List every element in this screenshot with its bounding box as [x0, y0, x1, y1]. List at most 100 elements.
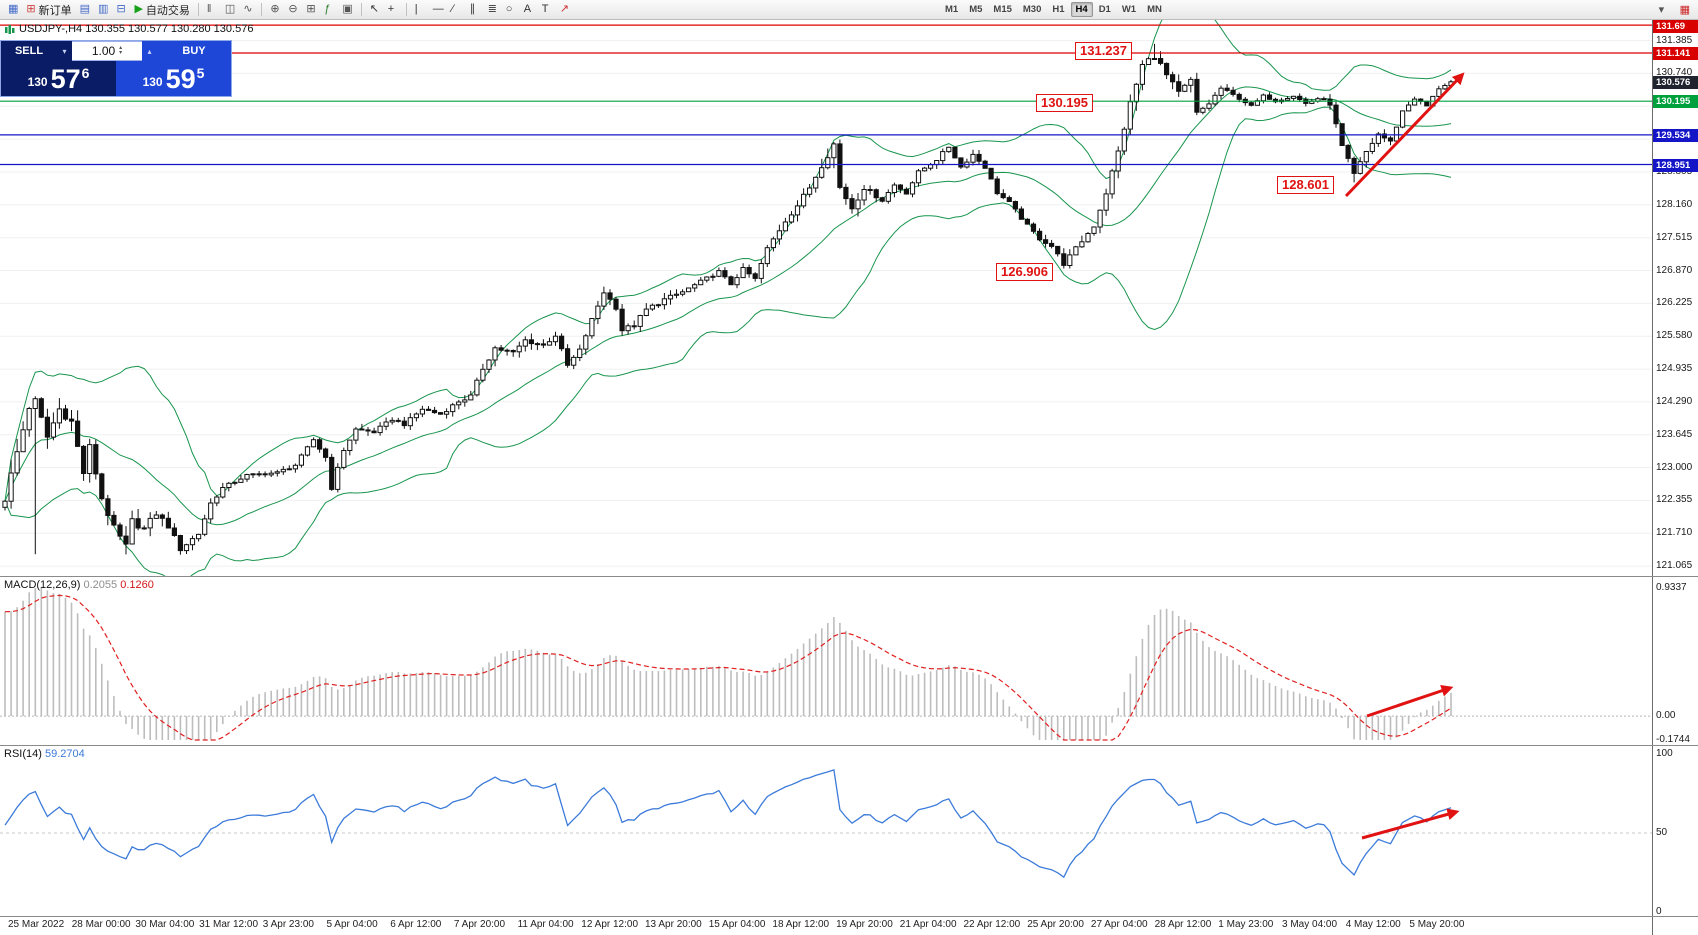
label-button[interactable]: T [538, 2, 556, 18]
chart-symbol-icon [5, 24, 15, 34]
shapes-button[interactable]: ○ [502, 2, 520, 18]
terminal-icon-button[interactable]: ▦ [4, 2, 22, 18]
axis-tick-label: 124.290 [1656, 395, 1693, 407]
price-annotation-label[interactable]: 130.195 [1036, 94, 1093, 112]
timeframe-m30-button[interactable]: M30 [1022, 4, 1042, 15]
axis-tick-label: 123.000 [1656, 461, 1693, 473]
channel-button[interactable]: ∥ [466, 2, 484, 18]
bar-chart-button[interactable]: ‖ [203, 2, 221, 18]
price-annotation-label[interactable]: 128.601 [1277, 176, 1334, 194]
time-axis-label: 11 Apr 04:00 [517, 919, 574, 930]
axis-tick-label: 130.740 [1656, 67, 1693, 79]
timeframe-mn-button[interactable]: MN [1147, 4, 1162, 15]
price-axis[interactable]: 131.385130.740130.095129.450128.805128.1… [1652, 20, 1698, 935]
fibonacci-button[interactable]: ≣ [484, 2, 502, 18]
panel-separator[interactable] [0, 745, 1698, 746]
time-axis-label: 25 Apr 20:00 [1027, 919, 1084, 930]
time-axis-label: 30 Mar 04:00 [135, 919, 195, 930]
axis-tick-label: 125.580 [1656, 330, 1693, 342]
crosshair-icon: + [387, 3, 395, 15]
time-axis-label: 18 Apr 12:00 [772, 919, 830, 930]
navigator-button[interactable]: ⊟ [112, 2, 130, 18]
volume-input[interactable]: 1.00 ▴ ▾ [72, 41, 142, 62]
rsi-panel: RSI(14) 59.2704 [0, 746, 1652, 915]
price-tag: 130.576 [1653, 75, 1698, 89]
macd-name: MACD(12,26,9) [4, 579, 81, 591]
rsi-chart[interactable] [0, 746, 1652, 915]
sell-price[interactable]: 130 57 6 [1, 61, 116, 96]
macd-signal-value: 0.1260 [120, 579, 154, 591]
vertical-line-button[interactable]: | [411, 2, 429, 18]
candlestick-button[interactable]: ◫ [221, 2, 239, 18]
rsi-name: RSI(14) [4, 748, 42, 760]
timeframe-h4-button[interactable]: H4 [1070, 2, 1093, 17]
buy-price-figure: 130 [142, 75, 163, 89]
price-annotation-label[interactable]: 131.237 [1075, 42, 1132, 60]
arrows-button[interactable]: ↗ [556, 2, 574, 18]
new-chart-button[interactable]: ▦ [1676, 2, 1694, 18]
timeframe-w1-button[interactable]: W1 [1121, 4, 1137, 15]
one-click-trading-widget: SELL ▾ 1.00 ▴ ▾ ▴ BUY 130 57 6 130 59 5 [0, 40, 232, 97]
text-icon: A [523, 3, 532, 15]
sell-price-figure: 130 [27, 75, 48, 89]
window-menu-button[interactable]: ▾ [1655, 2, 1673, 18]
axis-tick-label: 0.00 [1656, 710, 1676, 722]
axis-tick-label: -0.1744 [1656, 734, 1690, 745]
new-order-button-label: 新订单 [38, 4, 72, 17]
time-axis[interactable]: 25 Mar 2022 28 Mar 00:00 30 Mar 04:00 31 Ma… [0, 916, 1652, 935]
timeframe-m15-button[interactable]: M15 [993, 4, 1012, 15]
cursor-icon: ↖ [369, 3, 379, 15]
volume-increase-button[interactable]: ▴ [142, 41, 157, 62]
toolbar-separator [405, 3, 407, 16]
macd-chart[interactable] [0, 577, 1652, 745]
text-button[interactable]: A [520, 2, 538, 18]
timeframe-m5-button[interactable]: M5 [969, 4, 983, 15]
buy-price-pips: 59 [165, 64, 196, 94]
charts-window-icon: ▤ [79, 3, 91, 15]
axis-tick-label: 121.065 [1656, 560, 1693, 572]
toolbar-separator [261, 3, 263, 16]
time-axis-label: 22 Apr 12:00 [963, 919, 1021, 930]
price-tag: 131.69 [1653, 20, 1698, 33]
volume-decrease-button[interactable]: ▾ [57, 41, 72, 62]
price-tag: 128.951 [1653, 158, 1698, 172]
axis-tick-label: 124.935 [1656, 363, 1693, 375]
buy-button[interactable]: BUY [157, 41, 231, 62]
time-axis-label: 31 Mar 12:00 [199, 919, 259, 930]
panel-separator[interactable] [0, 576, 1698, 577]
new-order-button[interactable]: ⊞ 新订单 [22, 2, 75, 18]
timeframe-d1-button[interactable]: D1 [1098, 4, 1111, 15]
cursor-button[interactable]: ↖ [366, 2, 384, 18]
shapes-icon: ○ [505, 3, 513, 15]
tile-windows-button[interactable]: ⊞ [302, 2, 320, 18]
timeframe-toolbar: M1 M5 M15 M30 H1 H4 D1 W1 MN [940, 2, 1167, 17]
candlestick-icon: ◫ [224, 3, 236, 15]
time-axis-label: 4 May 12:00 [1345, 919, 1401, 930]
market-watch-button[interactable]: ▥ [94, 2, 112, 18]
indicators-button[interactable]: ƒ [320, 2, 338, 18]
toolbar-right-icons: ▾ ▦ [1655, 2, 1694, 18]
axis-tick-label: 0.9337 [1656, 582, 1687, 593]
volume-stepper-icon[interactable]: ▴ ▾ [119, 45, 123, 57]
autotrading-button[interactable]: ▶ 自动交易 [130, 2, 193, 18]
price-annotation-label[interactable]: 126.906 [996, 263, 1053, 281]
crosshair-button[interactable]: + [384, 2, 402, 18]
trendline-button[interactable]: ∕ [448, 2, 466, 18]
candlestick-chart[interactable] [0, 20, 1652, 576]
sell-price-pips: 57 [50, 64, 81, 94]
time-axis-label: 5 Apr 04:00 [326, 919, 378, 930]
timeframe-m1-button[interactable]: M1 [945, 4, 959, 15]
time-axis-label: 12 Apr 12:00 [581, 919, 639, 930]
timeframe-h1-button[interactable]: H1 [1052, 4, 1065, 15]
line-chart-button[interactable]: ∿ [239, 2, 257, 18]
time-axis-label: 6 Apr 12:00 [390, 919, 442, 930]
time-axis-label: 5 May 20:00 [1409, 919, 1465, 930]
charts-window-button[interactable]: ▤ [76, 2, 94, 18]
zoom-out-button[interactable]: ⊖ [284, 2, 302, 18]
zoom-in-button[interactable]: ⊕ [266, 2, 284, 18]
horizontal-line-button[interactable]: — [429, 2, 448, 18]
templates-button[interactable]: ▣ [338, 2, 356, 18]
buy-price[interactable]: 130 59 5 [116, 61, 231, 96]
sell-button[interactable]: SELL [1, 41, 57, 62]
macd-main-value: 0.2055 [83, 579, 118, 591]
